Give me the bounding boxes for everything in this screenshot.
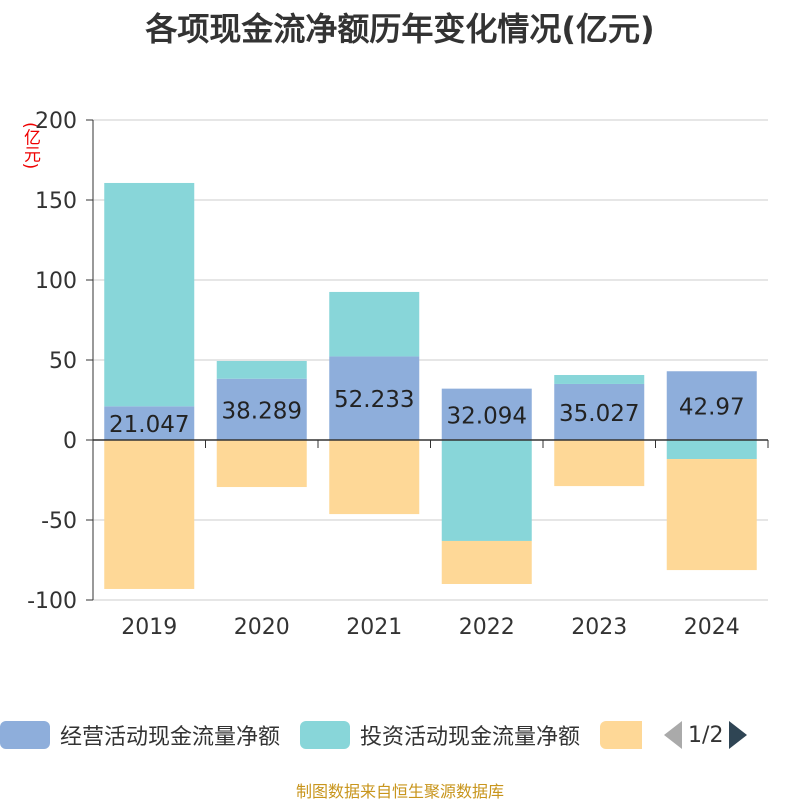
data-label: 32.094 — [447, 403, 527, 429]
y-axis-unit-label: (亿元) — [20, 122, 40, 170]
legend-item-financing[interactable] — [600, 721, 643, 749]
legend: 经营活动现金流量净额 投资活动现金流量净额 1/2 — [0, 718, 748, 752]
bar-2019-series-0 — [104, 406, 195, 440]
prev-page-icon[interactable] — [664, 721, 683, 749]
bar-2023-series-1 — [554, 374, 645, 384]
data-source: 制图数据来自恒生聚源数据库 — [295, 782, 504, 801]
x-tick-label: 2021 — [346, 615, 402, 640]
bar-2024-series-1 — [666, 440, 757, 460]
y-tick-label: 150 — [35, 189, 77, 214]
data-label: 52.233 — [334, 387, 414, 413]
bar-2022-series-1 — [441, 440, 532, 541]
bar-2022-series-2 — [441, 540, 532, 584]
y-tick-label: -100 — [27, 589, 77, 614]
legend-item-investing[interactable]: 投资活动现金流量净额 — [300, 719, 580, 751]
legend-swatch — [600, 721, 643, 749]
legend-item-operating[interactable]: 经营活动现金流量净额 — [0, 719, 280, 751]
legend-pager: 1/2 — [664, 721, 748, 749]
legend-label: 投资活动现金流量净额 — [360, 725, 581, 750]
data-label: 35.027 — [559, 401, 639, 427]
x-tick-label: 2020 — [234, 615, 290, 640]
y-tick-label: -50 — [41, 509, 77, 534]
x-tick-label: 2023 — [571, 615, 627, 640]
next-page-icon[interactable] — [729, 721, 748, 749]
x-tick-label: 2024 — [684, 615, 740, 640]
data-label: 42.97 — [679, 395, 745, 421]
bar-2022-series-0 — [441, 388, 532, 440]
bar-2020-series-0 — [216, 378, 307, 440]
bar-2023-series-2 — [554, 440, 645, 487]
chart-title: 各项现金流净额历年变化情况(亿元) — [145, 10, 655, 48]
y-tick-label: 0 — [63, 429, 77, 454]
bar-2021-series-2 — [329, 440, 420, 515]
bar-2020-series-2 — [216, 440, 307, 488]
bar-2024-series-0 — [666, 371, 757, 440]
data-label: 38.289 — [222, 398, 302, 424]
y-tick-label: 50 — [49, 349, 77, 374]
bar-2019-series-1 — [104, 182, 195, 407]
bar-2024-series-2 — [666, 459, 757, 571]
legend-swatch — [0, 721, 50, 749]
bar-2021-series-1 — [329, 291, 420, 357]
bar-2019-series-2 — [104, 440, 195, 589]
x-tick-label: 2019 — [121, 615, 177, 640]
legend-page-indicator: 1/2 — [688, 722, 724, 748]
legend-label: 经营活动现金流量净额 — [60, 725, 281, 750]
x-tick-label: 2022 — [459, 615, 515, 640]
legend-swatch — [300, 721, 351, 749]
y-tick-label: 100 — [35, 269, 77, 294]
bar-2021-series-0 — [329, 356, 420, 440]
chart-plot: 200 150 100 50 0 -50 -100 21.047 2019 38.289 2020 5… — [27, 109, 769, 640]
bar-2023-series-0 — [554, 383, 645, 440]
y-tick-label: 200 — [35, 109, 77, 134]
data-label: 21.047 — [109, 412, 189, 438]
bar-2020-series-1 — [216, 360, 307, 379]
